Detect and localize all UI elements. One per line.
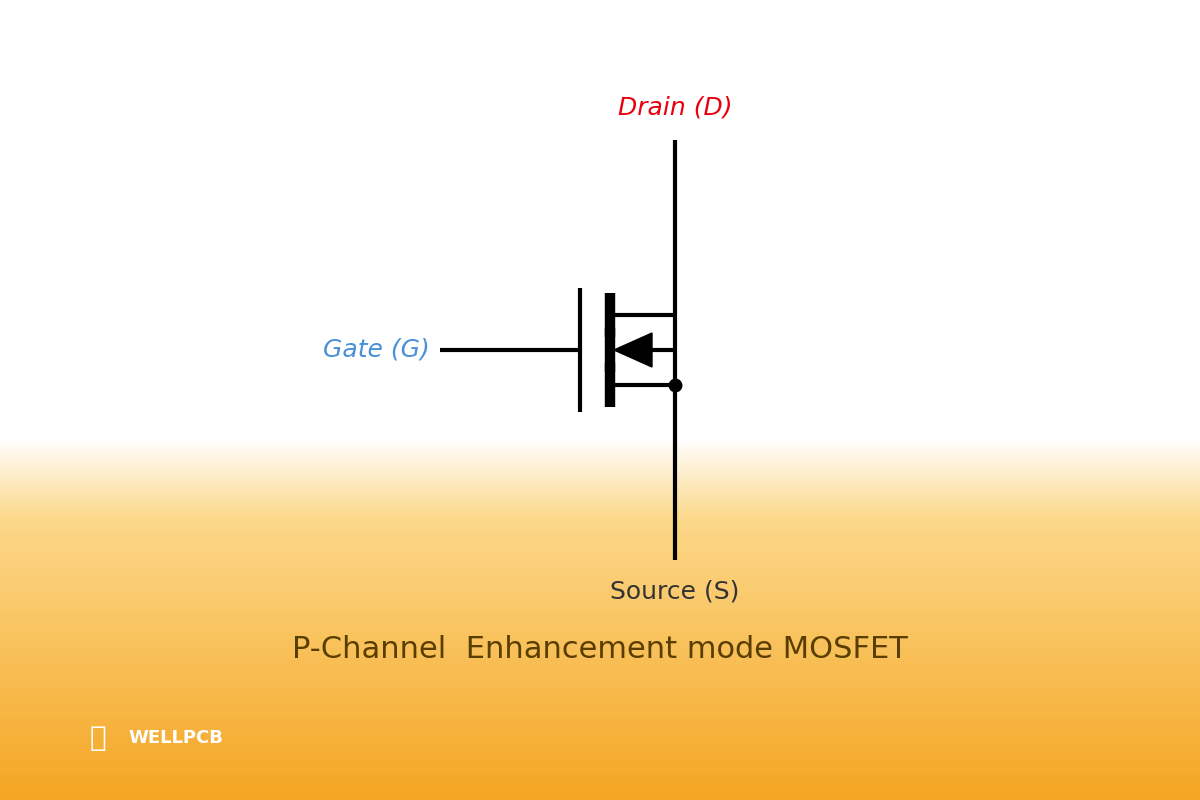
Text: Ⓦ: Ⓦ: [90, 724, 107, 752]
Text: Source (S): Source (S): [611, 580, 739, 604]
Polygon shape: [614, 333, 652, 367]
Text: WELLPCB: WELLPCB: [128, 729, 223, 747]
Text: Drain (D): Drain (D): [618, 96, 732, 120]
Text: P-Channel  Enhancement mode MOSFET: P-Channel Enhancement mode MOSFET: [292, 635, 908, 665]
Text: Gate (G): Gate (G): [323, 338, 430, 362]
